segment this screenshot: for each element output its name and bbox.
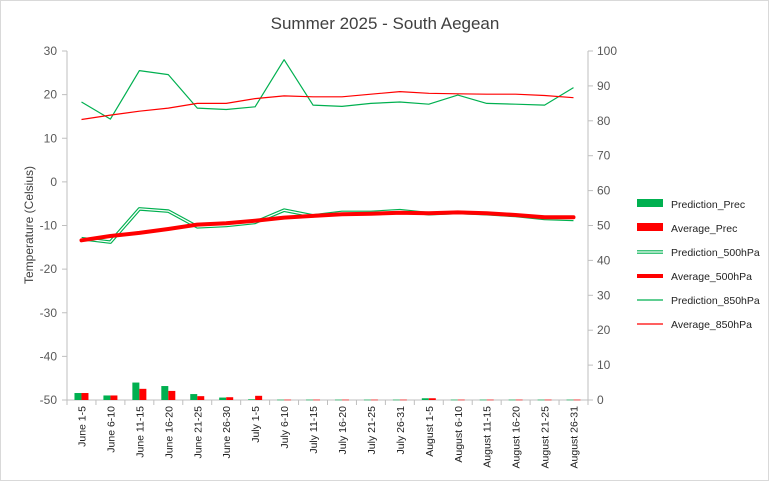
- primary-y-tick-label: 10: [44, 131, 58, 145]
- bar-prediction-prec: [537, 399, 545, 401]
- x-tick-label: June 16-20: [163, 406, 175, 459]
- secondary-y-tick-label: 30: [597, 288, 611, 302]
- bar-average-prec: [284, 399, 292, 401]
- bar-prediction-prec: [334, 399, 342, 401]
- bar-prediction-prec: [132, 382, 140, 400]
- bar-prediction-prec: [219, 397, 227, 400]
- legend-prediction-prec-label: Prediction_Prec: [671, 199, 745, 211]
- bar-average-prec: [370, 399, 378, 401]
- y-axis-title: Temperature (Celsius): [22, 166, 36, 284]
- bar-average-prec: [313, 399, 321, 401]
- x-tick-label: July 6-10: [279, 406, 291, 449]
- secondary-y-tick-label: 50: [597, 219, 611, 233]
- secondary-y-tick-label: 40: [597, 253, 611, 267]
- bar-average-prec: [544, 399, 552, 401]
- legend-prediction-850hpa-label: Prediction_850hPa: [671, 295, 760, 307]
- secondary-y-tick-label: 20: [597, 323, 611, 337]
- bar-average-prec: [515, 399, 523, 401]
- bar-prediction-prec: [277, 399, 285, 401]
- secondary-y-tick-label: 100: [597, 44, 617, 58]
- bar-prediction-prec: [479, 399, 487, 401]
- legend-average-500hpa-label: Average_500hPa: [671, 271, 752, 283]
- primary-y-tick-label: -30: [40, 306, 58, 320]
- x-tick-label: June 26-30: [221, 406, 233, 459]
- bar-average-prec: [110, 395, 118, 400]
- x-tick-label: June 11-15: [134, 406, 146, 458]
- bar-average-prec: [226, 397, 234, 400]
- bar-prediction-prec: [306, 399, 314, 401]
- primary-y-tick-label: -40: [40, 349, 58, 363]
- secondary-y-tick-label: 90: [597, 79, 611, 93]
- plot-area: 3020100-10-20-30-40-50100908070605040302…: [40, 44, 618, 468]
- legend-prediction-prec-swatch: [637, 199, 663, 207]
- x-tick-label: August 16-20: [511, 406, 523, 469]
- series-line-average-500hpa: [79, 210, 576, 243]
- x-tick-label: August 11-15: [482, 406, 494, 468]
- bar-average-prec: [81, 393, 89, 400]
- x-tick-label: August 26-31: [569, 406, 581, 469]
- bar-prediction-prec: [103, 395, 111, 400]
- bar-average-prec: [457, 399, 465, 401]
- legend-prediction-500hpa-label: Prediction_500hPa: [671, 247, 760, 259]
- primary-y-tick-label: -20: [40, 262, 58, 276]
- x-tick-label: July 21-25: [366, 406, 378, 455]
- x-tick-label: July 11-15: [308, 406, 320, 454]
- bar-average-prec: [341, 399, 349, 401]
- x-tick-label: June 1-5: [76, 406, 88, 447]
- primary-y-tick-label: -50: [40, 393, 58, 407]
- bar-average-prec: [428, 398, 436, 400]
- bar-average-prec: [168, 390, 176, 400]
- legend-average-prec-swatch: [637, 223, 663, 231]
- primary-y-tick-label: 30: [44, 44, 58, 58]
- legend: Prediction_Prec Average_Prec Prediction_50…: [637, 199, 760, 331]
- primary-y-tick-label: 20: [44, 88, 58, 102]
- secondary-y-tick-label: 80: [597, 114, 611, 128]
- x-tick-label: August 6-10: [453, 406, 465, 463]
- bar-average-prec: [139, 388, 147, 400]
- x-tick-label: July 1-5: [250, 406, 262, 443]
- bar-average-prec: [197, 396, 205, 400]
- bar-prediction-prec: [363, 399, 371, 401]
- bar-prediction-prec: [190, 394, 198, 400]
- secondary-y-tick-label: 70: [597, 149, 611, 163]
- x-tick-label: July 26-31: [395, 406, 407, 455]
- chart-title: Summer 2025 - South Aegean: [271, 14, 500, 33]
- secondary-y-tick-label: 60: [597, 184, 611, 198]
- x-tick-label: June 6-10: [105, 406, 117, 453]
- bar-prediction-prec: [161, 386, 169, 400]
- bar-average-prec: [255, 395, 263, 400]
- bar-average-prec: [573, 399, 581, 401]
- bar-prediction-prec: [392, 399, 400, 401]
- legend-average-prec-label: Average_Prec: [671, 223, 737, 235]
- bar-prediction-prec: [450, 399, 458, 401]
- bar-prediction-prec: [74, 393, 82, 400]
- x-tick-label: June 21-25: [192, 406, 204, 459]
- bar-prediction-prec: [566, 399, 574, 401]
- series-line-prediction-850hpa: [81, 59, 574, 120]
- secondary-y-tick-label: 10: [597, 358, 611, 372]
- secondary-y-tick-label: 0: [597, 393, 604, 407]
- bar-average-prec: [486, 399, 494, 401]
- primary-y-tick-label: -10: [40, 219, 58, 233]
- bar-prediction-prec: [421, 398, 429, 400]
- x-tick-label: July 16-20: [337, 406, 349, 455]
- primary-y-tick-label: 0: [50, 175, 57, 189]
- x-tick-label: August 1-5: [424, 406, 436, 457]
- bar-prediction-prec: [508, 399, 516, 401]
- x-tick-label: August 21-25: [540, 406, 552, 469]
- legend-average-850hpa-label: Average_850hPa: [671, 319, 752, 331]
- bar-average-prec: [399, 399, 407, 401]
- series-line-average-850hpa: [81, 90, 574, 121]
- bar-prediction-prec: [248, 399, 256, 400]
